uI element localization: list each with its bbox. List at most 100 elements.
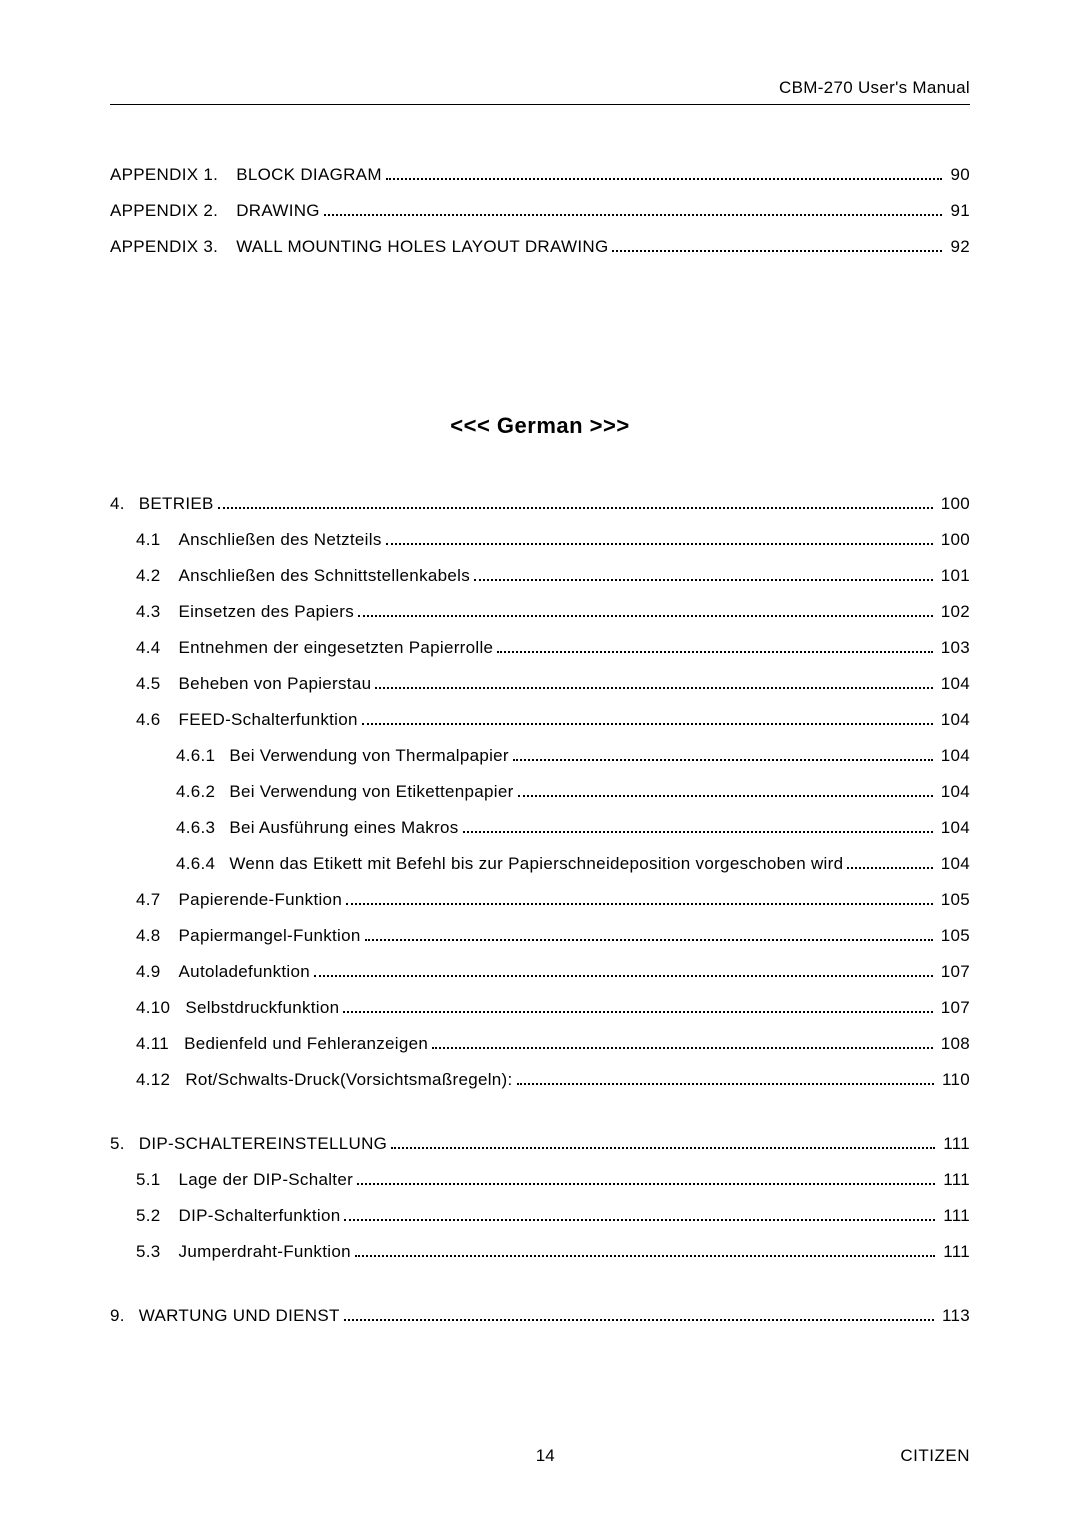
toc-page: 102 (937, 602, 970, 622)
toc-page: 104 (937, 782, 970, 802)
toc-leader (463, 831, 933, 833)
toc-page: 108 (937, 1034, 970, 1054)
toc-title: WALL MOUNTING HOLES LAYOUT DRAWING (236, 237, 608, 257)
toc-row: APPENDIX 3. WALL MOUNTING HOLES LAYOUT D… (110, 237, 970, 257)
toc-title: Einsetzen des Papiers (179, 602, 354, 622)
toc-title: DRAWING (236, 201, 320, 221)
toc-number: 4.6.1 (176, 746, 229, 766)
toc-title: Bei Verwendung von Etikettenpapier (229, 782, 513, 802)
toc-title: Selbstdruckfunktion (185, 998, 339, 1018)
toc-page: 113 (938, 1306, 970, 1326)
page-number: 14 (190, 1446, 900, 1466)
toc-title: FEED-Schalterfunktion (179, 710, 358, 730)
toc-page: 111 (939, 1242, 970, 1262)
toc-title: Anschließen des Netzteils (179, 530, 382, 550)
toc-row: APPENDIX 2. DRAWING 91 (110, 201, 970, 221)
toc-title: BLOCK DIAGRAM (236, 165, 382, 185)
toc-row: 5.1Lage der DIP-Schalter111 (110, 1170, 970, 1190)
toc-row: 5.3Jumperdraht-Funktion111 (110, 1242, 970, 1262)
toc-number: 4.1 (136, 530, 179, 550)
toc-leader (344, 1319, 934, 1321)
toc-number: 4.11 (136, 1034, 184, 1054)
footer: 14 CITIZEN (110, 1446, 970, 1466)
toc-row: 4.4Entnehmen der eingesetzten Papierroll… (110, 638, 970, 658)
toc-title: Lage der DIP-Schalter (179, 1170, 354, 1190)
toc-number: 4. (110, 494, 139, 514)
toc-page: 107 (937, 998, 970, 1018)
toc-row: APPENDIX 1. BLOCK DIAGRAM 90 (110, 165, 970, 185)
toc-page: 104 (937, 854, 970, 874)
toc-number: 4.6.3 (176, 818, 229, 838)
toc-leader (474, 579, 933, 581)
toc-title: Papierende-Funktion (179, 890, 343, 910)
toc-number: 4.6.4 (176, 854, 229, 874)
toc-title: WARTUNG UND DIENST (139, 1306, 340, 1326)
toc-number: APPENDIX 2. (110, 201, 236, 221)
toc-leader (314, 975, 933, 977)
toc-title: Entnehmen der eingesetzten Papierrolle (179, 638, 494, 658)
toc-number: 4.5 (136, 674, 179, 694)
toc-row: 4.12 Rot/Schwalts-Druck(Vorsichtsmaßrege… (110, 1070, 970, 1090)
toc-leader (343, 1011, 932, 1013)
toc-page: 104 (937, 818, 970, 838)
toc-leader (612, 250, 942, 252)
toc-leader (386, 178, 943, 180)
toc-number: 5.3 (136, 1242, 179, 1262)
language-heading: <<< German >>> (110, 413, 970, 439)
toc-leader (355, 1255, 935, 1257)
toc-title: Bei Verwendung von Thermalpapier (229, 746, 509, 766)
toc-title: Bedienfeld und Fehleranzeigen (184, 1034, 428, 1054)
toc-row: 4.BETRIEB 100 (110, 494, 970, 514)
toc-page: 92 (946, 237, 970, 257)
toc-title: Wenn das Etikett mit Befehl bis zur Papi… (229, 854, 843, 874)
toc-row: 4.1Anschließen des Netzteils100 (110, 530, 970, 550)
toc-row: 4.6.2Bei Verwendung von Etikettenpapier1… (110, 782, 970, 802)
toc-title: DIP-SCHALTEREINSTELLUNG (139, 1134, 387, 1154)
toc-title: Beheben von Papierstau (179, 674, 372, 694)
toc-leader (375, 687, 932, 689)
toc-row: 4.6.3Bei Ausführung eines Makros 104 (110, 818, 970, 838)
toc-number: 4.4 (136, 638, 179, 658)
toc-page: 100 (937, 494, 970, 514)
toc-number: 5.2 (136, 1206, 179, 1226)
toc-row: 5.DIP-SCHALTEREINSTELLUNG111 (110, 1134, 970, 1154)
toc-leader (513, 759, 933, 761)
toc-leader (218, 507, 933, 509)
toc-title: Bei Ausführung eines Makros (229, 818, 458, 838)
toc-number: APPENDIX 1. (110, 165, 236, 185)
toc-leader (386, 543, 933, 545)
toc-leader (358, 615, 933, 617)
toc-leader (517, 1083, 934, 1085)
toc-leader (362, 723, 933, 725)
toc-row: 4.9Autoladefunktion107 (110, 962, 970, 982)
toc-page: 90 (946, 165, 970, 185)
footer-spacer (110, 1446, 190, 1466)
toc-row: 4.2Anschließen des Schnittstellenkabels1… (110, 566, 970, 586)
toc-title: Anschließen des Schnittstellenkabels (179, 566, 470, 586)
toc-number: 4.10 (136, 998, 185, 1018)
toc-row: 4.6.1Bei Verwendung von Thermalpapier104 (110, 746, 970, 766)
toc-leader (344, 1219, 935, 1221)
toc-row: 4.7Papierende-Funktion105 (110, 890, 970, 910)
toc-leader (357, 1183, 935, 1185)
toc-number: 4.9 (136, 962, 179, 982)
toc-number: 4.7 (136, 890, 179, 910)
toc-leader (391, 1147, 935, 1149)
toc-title: BETRIEB (139, 494, 214, 514)
toc-row: 4.10 Selbstdruckfunktion 107 (110, 998, 970, 1018)
footer-brand: CITIZEN (900, 1446, 970, 1466)
toc-page: 111 (939, 1206, 970, 1226)
toc-title: DIP-Schalterfunktion (179, 1206, 341, 1226)
toc-leader (346, 903, 933, 905)
toc-row: 4.6FEED-Schalterfunktion104 (110, 710, 970, 730)
toc-title: Rot/Schwalts-Druck(Vorsichtsmaßregeln): (185, 1070, 512, 1090)
toc-page: 104 (937, 674, 970, 694)
header-title: CBM-270 User's Manual (110, 78, 970, 98)
toc-row: 4.6.4Wenn das Etikett mit Befehl bis zur… (110, 854, 970, 874)
toc-page: 91 (946, 201, 970, 221)
toc-number: 4.3 (136, 602, 179, 622)
toc-row: 9.WARTUNG UND DIENST 113 (110, 1306, 970, 1326)
toc-number: 9. (110, 1306, 139, 1326)
toc-row: 4.5Beheben von Papierstau 104 (110, 674, 970, 694)
toc-number: 5. (110, 1134, 139, 1154)
